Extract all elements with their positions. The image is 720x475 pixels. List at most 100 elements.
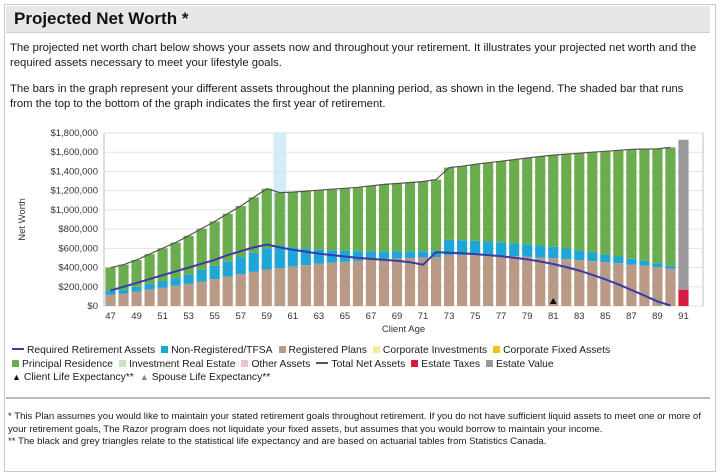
bar-segment [587,152,598,253]
bar-segment [574,153,585,251]
bar-segment [326,250,337,263]
legend-label: Client Life Expectancy** [23,372,134,383]
legend-color-swatch [372,346,380,353]
bar-segment [365,259,377,306]
legend-label: Registered Plans [288,345,367,356]
bar-segment [470,255,481,306]
bar-segment [496,255,507,306]
bar-segment [131,291,142,306]
bar-segment [417,181,429,252]
bar-segment [652,148,663,264]
bar-segment [261,188,272,249]
bar-segment [404,182,416,252]
bar-segment [157,287,168,306]
bar-segment [600,254,611,263]
bar-segment [300,248,311,266]
x-axis-title: Client Age [382,324,425,335]
series-line [110,243,671,307]
bar-segment [209,265,220,280]
bar-segment [483,162,494,242]
legend-item: Investment Real Estate [119,358,235,372]
bar-segment [665,147,676,266]
bar-segment [105,294,116,306]
bar-segment [157,248,168,282]
bar-segment [144,254,155,284]
bar-segment [183,283,194,306]
plot-area [103,132,704,307]
bar-segment [665,268,676,306]
bar-segment [626,149,637,259]
life-expectancy-marker [549,298,557,304]
legend-row-2: Principal Residence Investment Real Estat… [12,358,702,372]
legend-color-swatch [241,359,249,367]
bar-segment [600,262,611,306]
bar-segment [522,157,533,245]
legend-row-3: ▲ Client Life Expectancy** ▲ Spouse Life Ex… [12,371,702,385]
bar-segment [300,191,311,249]
bar-segment [639,260,650,266]
x-tick-label: 77 [496,311,507,322]
bar-segment [483,255,494,306]
x-tick-label: 47 [105,311,116,322]
bar-segment [183,274,194,284]
bar-segment [535,257,546,306]
bar-segment [235,206,246,257]
bar-segment [457,240,468,256]
bar-segment [600,151,611,255]
bar-segment [352,187,364,252]
legend-label: Non-Registered/TFSA [171,345,273,356]
bar-segment [430,251,442,257]
bar-segment [652,267,663,306]
legend-color-swatch [161,346,169,353]
y-tick-label: $1,800,000 [50,128,98,139]
footnotes: * This Plan assumes you would like to ma… [8,411,708,449]
y-tick-label: $1,600,000 [50,147,98,158]
y-tick-label: $800,000 [58,224,98,235]
legend-item: Estate Value [486,358,554,372]
legend-row-1: Required Retirement Assets Non-Registered… [12,344,702,358]
x-tick-label: 59 [261,311,272,322]
bar-segment [665,265,676,269]
bar-segment [404,257,416,306]
x-tick-label: 73 [444,311,455,322]
bar-segment [509,243,520,257]
bar-segment [443,167,455,240]
bar-segment [626,264,637,306]
bar-segment [561,154,572,249]
legend-color-swatch [486,359,494,367]
bar-segment [131,286,142,292]
legend-item: Total Net Assets [316,358,405,372]
bar-segment [170,285,181,306]
bar-segment [144,283,155,290]
bar-segment [274,268,285,306]
bar-segment [574,250,585,261]
title-bar: Projected Net Worth * [6,6,710,33]
bar-segment [535,245,546,258]
bar-segment [443,255,455,306]
bar-segment [313,249,324,264]
y-tick-label: $400,000 [58,263,98,274]
legend-item: ▲ Client Life Expectancy** [12,371,134,385]
x-tick-label: 53 [183,311,194,322]
x-tick-label: 57 [235,311,246,322]
x-tick-label: 65 [340,311,351,322]
bar-segment [391,258,403,306]
bar-segment [326,189,337,251]
bar-segment [274,192,285,246]
bar-segment [196,269,207,282]
bar-segment [496,242,507,256]
bar-segment [287,192,298,248]
bar-segment [105,290,116,295]
bar-segment [548,258,559,306]
y-tick-label: $1,200,000 [50,186,98,197]
legend-label: Spouse Life Expectancy** [151,372,271,383]
bar-segment [378,251,390,260]
legend-item: Principal Residence [12,358,113,372]
bar-segment [352,251,364,261]
bar-segment [391,251,403,259]
bar-segment [613,256,624,264]
bar-segment [457,166,468,241]
legend-item: ▲ Spouse Life Expectancy** [140,371,270,385]
legend-label: Principal Residence [22,358,114,370]
legend-label: Estate Value [496,358,554,370]
